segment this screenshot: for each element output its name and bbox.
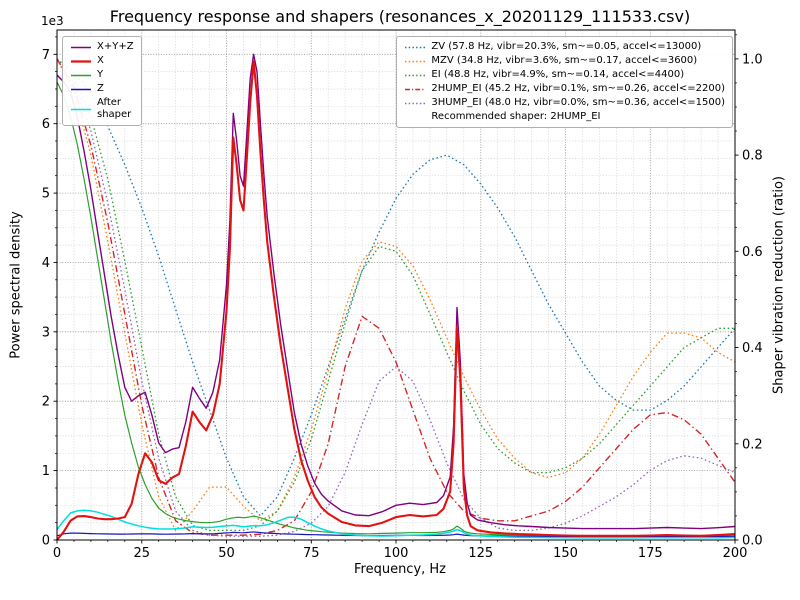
y-left-tick-label: 5 bbox=[42, 187, 50, 202]
legend-line-sample-y bbox=[71, 74, 91, 76]
legend-item-x: X bbox=[70, 55, 134, 67]
x-tick-label: 200 bbox=[723, 546, 748, 561]
axis-ticks bbox=[53, 34, 739, 544]
series-2hump-ei-line bbox=[56, 58, 736, 536]
x-tick-label: 75 bbox=[303, 546, 320, 561]
legend-line-sample-zv bbox=[405, 46, 426, 48]
legend-line-sample-after-shaper bbox=[71, 108, 91, 110]
x-tick-label: 25 bbox=[134, 546, 151, 561]
legend-item-label: 2HUMP_EI (45.2 Hz, vibr=0.1%, sm~=0.26, … bbox=[431, 83, 725, 94]
legend-line-sample-ei bbox=[405, 74, 426, 76]
y-right-tick-label: 0.2 bbox=[742, 437, 763, 452]
series-lines bbox=[56, 53, 736, 541]
series-ei-line bbox=[56, 58, 735, 532]
legend-item-xyz: X+Y+Z bbox=[70, 41, 134, 53]
legend-item-label: Y bbox=[97, 69, 104, 80]
y-left-tick-label: 1 bbox=[42, 464, 50, 479]
legend-line-sample-xyz bbox=[71, 46, 91, 48]
series-y-line bbox=[56, 81, 736, 537]
series-zv-line bbox=[56, 58, 736, 517]
series-after-shaper-line bbox=[56, 509, 736, 539]
y-left-tick-label: 4 bbox=[42, 256, 50, 271]
series-z-line bbox=[56, 531, 736, 538]
legend-item-zv: ZV (57.8 Hz, vibr=20.3%, sm~=0.05, accel… bbox=[404, 41, 725, 53]
legend-item-3hump-ei: 3HUMP_EI (48.0 Hz, vibr=0.0%, sm~=0.36, … bbox=[404, 97, 725, 109]
y-axis-label-right: Shaper vibration reduction (ratio) bbox=[771, 176, 787, 394]
y-axis-offset-text: 1e3 bbox=[41, 14, 64, 28]
x-tick-label: 0 bbox=[53, 546, 61, 561]
x-tick-label: 150 bbox=[553, 546, 578, 561]
legend-item-label: X bbox=[97, 55, 104, 66]
x-tick-label: 50 bbox=[218, 546, 235, 561]
x-axis-label: Frequency, Hz bbox=[353, 562, 447, 577]
y-right-tick-label: 0.8 bbox=[742, 149, 763, 164]
legend-item-y: Y bbox=[70, 69, 134, 81]
legend-note-label: Recommended shaper: 2HUMP_EI bbox=[431, 111, 601, 122]
legend-item-label: X+Y+Z bbox=[97, 41, 134, 52]
legend-line-sample-3hump-ei bbox=[405, 102, 426, 104]
y-left-tick-label: 7 bbox=[42, 48, 50, 63]
legend-shapers: ZV (57.8 Hz, vibr=20.3%, sm~=0.05, accel… bbox=[396, 36, 733, 128]
legend-psd: X+Y+Z X Y Z After shaper bbox=[62, 36, 142, 126]
legend-item-label: 3HUMP_EI (48.0 Hz, vibr=0.0%, sm~=0.36, … bbox=[431, 97, 725, 108]
legend-item-label: ZV (57.8 Hz, vibr=20.3%, sm~=0.05, accel… bbox=[431, 41, 702, 52]
legend-item-label: MZV (34.8 Hz, vibr=3.6%, sm~=0.17, accel… bbox=[431, 55, 698, 66]
legend-line-sample-mzv bbox=[405, 60, 426, 62]
series-mzv-line bbox=[56, 58, 736, 532]
x-tick-label: 125 bbox=[468, 546, 493, 561]
legend-item-ei: EI (48.8 Hz, vibr=4.9%, sm~=0.14, accel<… bbox=[404, 69, 725, 81]
tick-labels: 0 25 50 75 100 125 150 175 200 0 1 2 3 4 5 6 7 0.0 0.2 0.4 0… bbox=[42, 48, 763, 561]
legend-recommended-note: Recommended shaper: 2HUMP_EI bbox=[404, 111, 725, 123]
y-right-tick-label: 0.4 bbox=[742, 341, 763, 356]
y-right-tick-label: 0.0 bbox=[742, 534, 763, 549]
y-left-tick-label: 0 bbox=[42, 534, 50, 549]
series-x-line bbox=[56, 60, 736, 541]
legend-line-sample-x bbox=[71, 59, 91, 63]
x-tick-label: 175 bbox=[638, 546, 663, 561]
y-left-tick-label: 2 bbox=[42, 395, 50, 410]
legend-item-label: EI (48.8 Hz, vibr=4.9%, sm~=0.14, accel<… bbox=[431, 69, 685, 80]
y-right-tick-label: 0.6 bbox=[742, 245, 763, 260]
legend-line-sample-z bbox=[71, 88, 91, 90]
y-left-tick-label: 3 bbox=[42, 325, 50, 340]
legend-item-after-shaper: After shaper bbox=[70, 97, 134, 121]
chart-title: Frequency response and shapers (resonanc… bbox=[109, 7, 691, 26]
series-3hump-ei-line bbox=[56, 58, 736, 537]
x-tick-label: 100 bbox=[384, 546, 409, 561]
y-axis-label-left: Power spectral density bbox=[8, 211, 24, 359]
legend-item-mzv: MZV (34.8 Hz, vibr=3.6%, sm~=0.17, accel… bbox=[404, 55, 725, 67]
legend-item-label: Z bbox=[97, 83, 104, 94]
legend-item-label: After shaper bbox=[97, 97, 132, 120]
y-left-tick-label: 6 bbox=[42, 117, 50, 132]
series-xyz-line bbox=[56, 53, 736, 530]
y-right-tick-label: 1.0 bbox=[742, 52, 763, 67]
legend-item-z: Z bbox=[70, 83, 134, 95]
legend-item-2hump-ei: 2HUMP_EI (45.2 Hz, vibr=0.1%, sm~=0.26, … bbox=[404, 83, 725, 95]
legend-line-sample-2hump-ei bbox=[405, 88, 426, 90]
